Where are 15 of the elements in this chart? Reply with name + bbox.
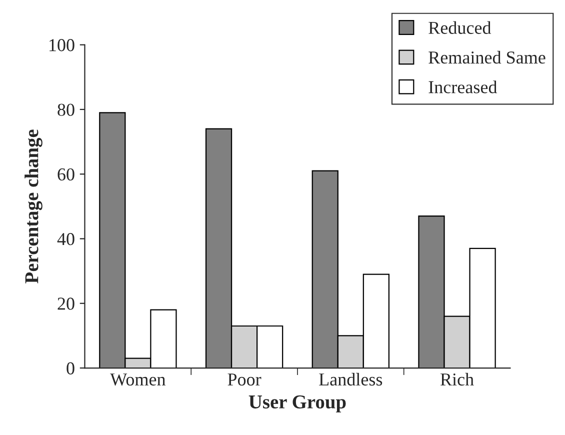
y-tick-label: 100 <box>50 39 74 52</box>
x-tick-label: Rich <box>440 372 474 386</box>
y-tick-label: 0 <box>66 362 74 374</box>
y-tick-label: 40 <box>57 232 74 246</box>
y-axis-title: Percentage change <box>24 130 42 284</box>
x-tick-label: Poor <box>228 374 262 386</box>
y-tick-label: 20 <box>58 298 74 310</box>
x-tick-label: Women <box>110 374 166 386</box>
x-axis-title: User Group <box>248 395 346 412</box>
y-tick-label: 60 <box>58 168 74 181</box>
legend-label: Increased <box>428 80 498 94</box>
y-tick-label: 80 <box>58 104 74 116</box>
x-tick-label: Landless <box>319 372 382 386</box>
legend-label: Remained Same <box>428 50 546 64</box>
legend-label: Reduced <box>428 21 492 34</box>
